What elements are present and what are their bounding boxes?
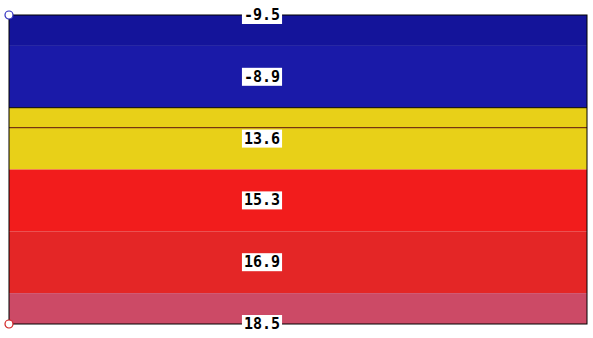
value-label: 13.6	[244, 130, 280, 148]
band	[9, 15, 587, 46]
separator-line	[9, 127, 587, 128]
band	[9, 108, 587, 170]
value-label: -9.5	[244, 6, 280, 24]
band	[9, 46, 587, 108]
label-background	[242, 253, 282, 271]
value-label: 15.3	[244, 191, 280, 209]
frame	[9, 15, 587, 324]
band	[9, 231, 587, 293]
label-background	[242, 6, 282, 24]
value-label: 16.9	[244, 253, 280, 271]
label-background	[242, 68, 282, 86]
band	[9, 170, 587, 232]
label-background	[242, 130, 282, 148]
corner-marker	[5, 320, 13, 328]
chart: -9.5 -8.9 13.6 15.3 16.9 18.5	[0, 0, 593, 338]
labels: -9.5 -8.9 13.6 15.3 16.9 18.5	[242, 6, 282, 333]
bands	[9, 15, 587, 324]
corner-marker	[5, 11, 13, 19]
separator-line	[9, 107, 587, 108]
value-label: 18.5	[244, 315, 280, 333]
label-background	[242, 191, 282, 209]
label-background	[242, 315, 282, 333]
value-label: -8.9	[244, 68, 280, 86]
band	[9, 293, 587, 324]
